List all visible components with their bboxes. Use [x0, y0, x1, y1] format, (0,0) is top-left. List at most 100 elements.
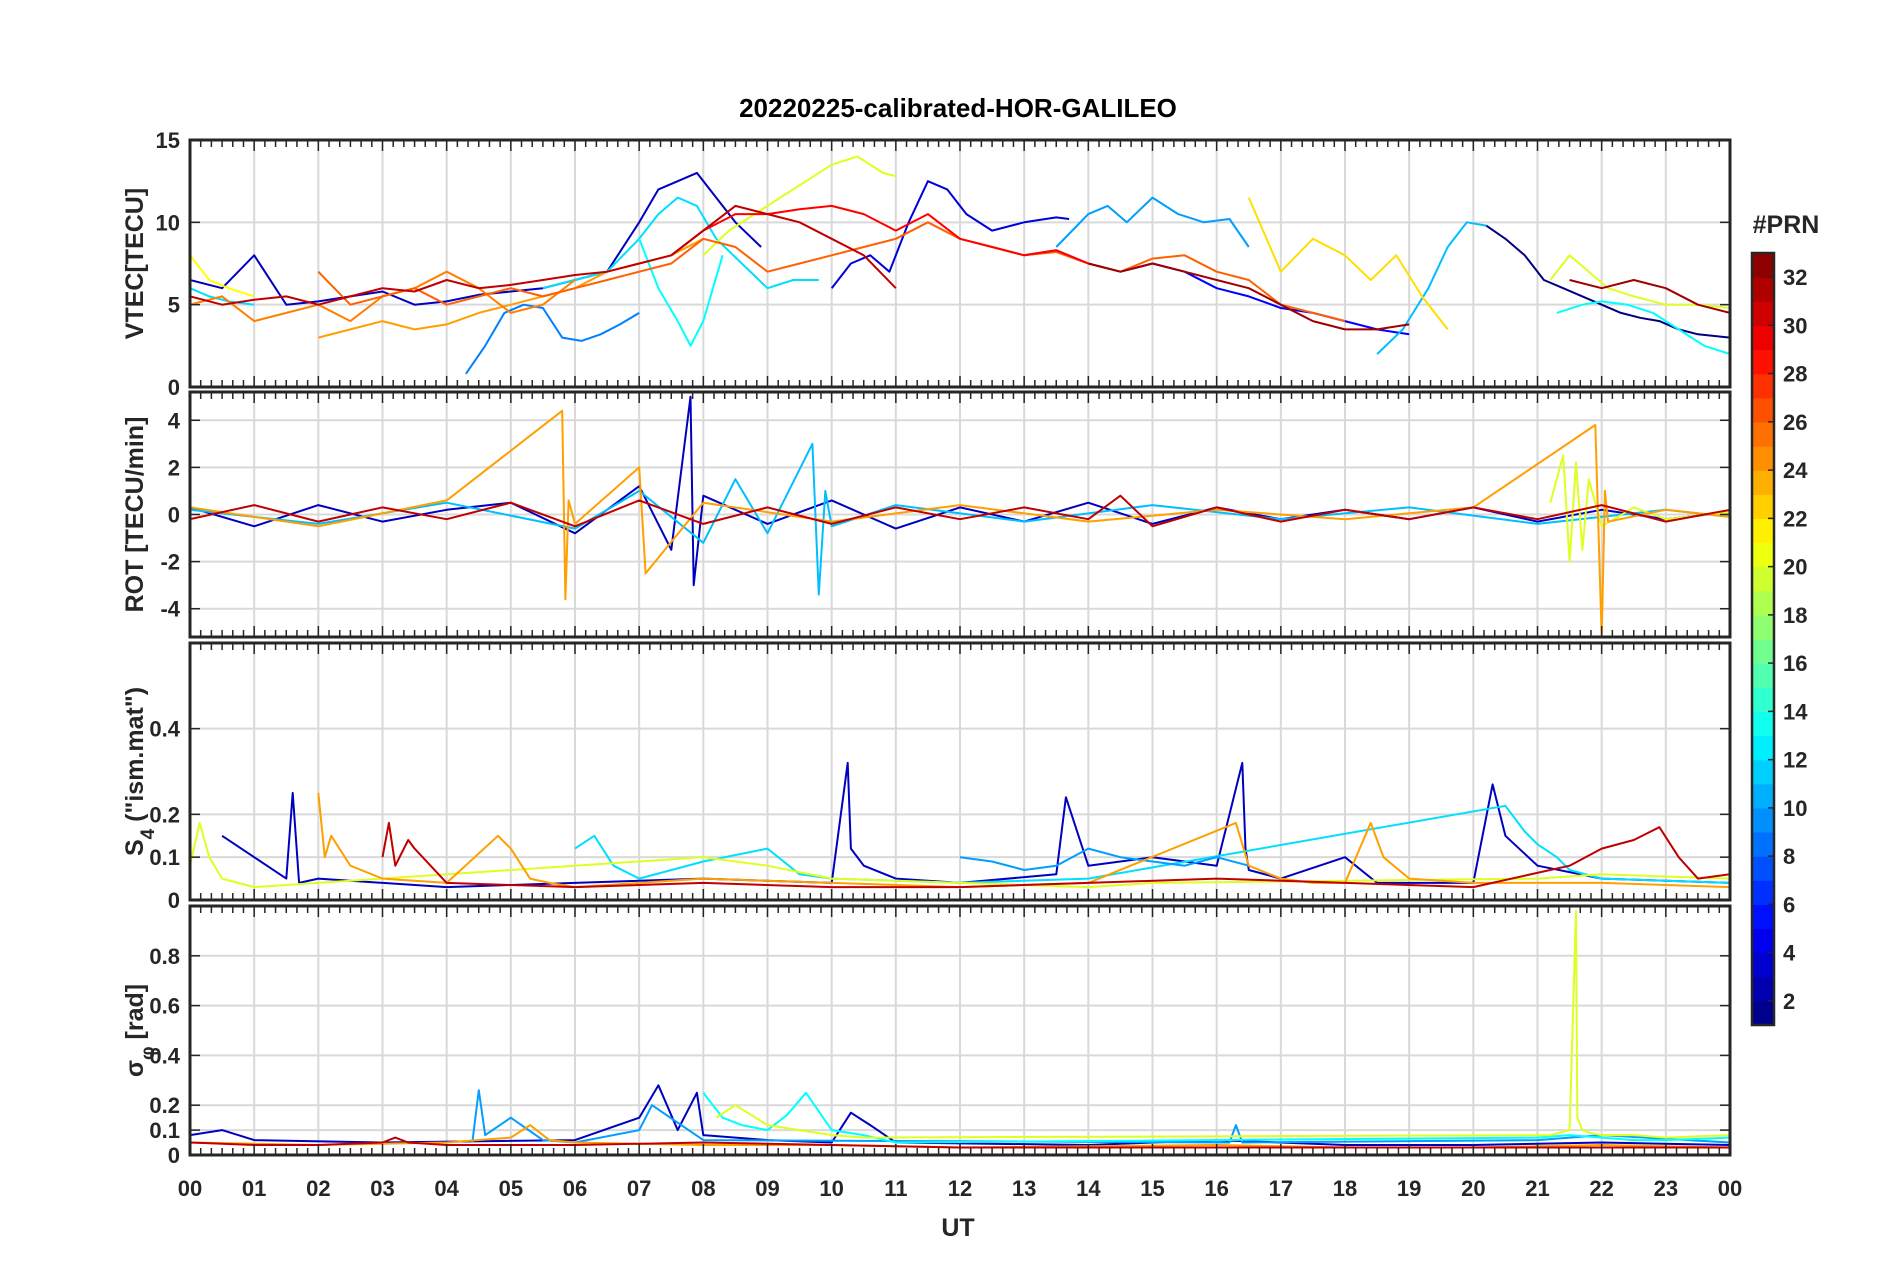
series-line-prn-10 [959, 847, 1250, 871]
colorbar-step [1752, 759, 1774, 785]
colorbar-tick-label: 30 [1783, 313, 1807, 338]
series-line-prn-4 [830, 180, 1070, 289]
colorbar-step [1752, 397, 1774, 423]
colorbar-frame [1750, 251, 1776, 1027]
series-line-prn-20 [190, 821, 1730, 889]
x-tick-label: 05 [499, 1176, 523, 1201]
colorbar-label: #PRN [1753, 211, 1820, 239]
colorbar-step [1752, 301, 1774, 326]
y-tick-label: 0.2 [149, 802, 180, 827]
panel-3: 0 0.1 0.2 0.4S4 ("ism.mat") [121, 641, 1732, 913]
panel-frame [188, 904, 1732, 1157]
colorbar-step [1752, 373, 1774, 399]
series-line-prn-32 [1569, 279, 1730, 314]
y-tick-label: 0.1 [149, 1118, 180, 1143]
colorbar-tick-label: 12 [1783, 748, 1807, 773]
x-tick-label: 07 [627, 1176, 651, 1201]
colorbar-step [1752, 614, 1774, 640]
series-line-prn-24 [317, 792, 1730, 889]
x-tick-label: 03 [370, 1176, 394, 1201]
y-tick-label: 0.4 [149, 717, 180, 742]
colorbar-step [1752, 639, 1774, 664]
x-tick-label: 17 [1269, 1176, 1293, 1201]
colorbar-tick-label: 22 [1783, 506, 1807, 531]
y-tick-label: 0 [168, 503, 180, 528]
colorbar-tick-label: 28 [1783, 362, 1807, 387]
y-tick-label: 0 [168, 888, 180, 913]
y-tick-label: 0.4 [149, 1043, 180, 1068]
x-tick-label: 00 [1718, 1176, 1742, 1201]
y-tick-label: -2 [160, 550, 180, 575]
y-axis-title-sub: 4 [138, 828, 159, 839]
x-axis-title: UT [941, 1214, 974, 1242]
colorbar-step [1752, 470, 1774, 495]
panel-1: 0 5 10 15 VTEC[TECU] [121, 128, 1732, 400]
panel-series [190, 155, 1730, 375]
x-tick-label: 18 [1333, 1176, 1357, 1201]
x-tick-label: 20 [1461, 1176, 1485, 1201]
colorbar-tick-label: 14 [1783, 699, 1808, 724]
colorbar-tick-label: 20 [1783, 555, 1807, 580]
y-axis-title-sub: φ [138, 1046, 159, 1060]
y-tick-label: 0.8 [149, 944, 180, 969]
colorbar-step [1752, 446, 1774, 471]
colorbar-tick-label: 18 [1783, 603, 1807, 628]
y-tick-label: 0.6 [149, 994, 180, 1019]
x-tick-label: 12 [948, 1176, 972, 1201]
series-line-prn-31 [190, 494, 1730, 528]
colorbar-step [1752, 566, 1774, 592]
panel-4: 00.10.2 0.4 0.6 0.8 σφ [rad] [121, 904, 1732, 1168]
series-line-prn-11 [1376, 221, 1487, 355]
x-tick-label: 10 [819, 1176, 843, 1201]
colorbar-step [1752, 952, 1774, 978]
series-line-prn-13 [638, 238, 724, 347]
colorbar-tick-label: 24 [1783, 458, 1808, 483]
series-line-prn-20 [702, 155, 897, 257]
series-line-prn-24 [190, 409, 1730, 637]
series-line-prn-26 [317, 221, 1346, 323]
y-axis-title: VTEC[TECU] [121, 188, 149, 339]
colorbar-step [1752, 542, 1774, 568]
y-tick-label: 0.1 [149, 845, 180, 870]
colorbar-step [1752, 663, 1774, 688]
series-line-prn-20 [715, 910, 1730, 1139]
colorbar-step [1752, 807, 1774, 833]
series-line-prn-10 [471, 1089, 1730, 1144]
series-line-prn-31 [381, 821, 1730, 889]
panel-series [190, 395, 1730, 637]
colorbar-step [1752, 253, 1774, 278]
colorbar-step [1752, 494, 1774, 519]
colorbar-step [1752, 1000, 1774, 1026]
y-axis-title-rest: [rad] [121, 984, 149, 1047]
series-line-prn-12 [190, 287, 255, 306]
colorbar-step [1752, 928, 1774, 954]
colorbar-tick-label: 16 [1783, 651, 1807, 676]
panel-grid [190, 906, 1730, 1155]
y-tick-label: 2 [168, 455, 180, 480]
colorbar-tick-label: 2 [1783, 989, 1795, 1014]
colorbar-step [1752, 421, 1774, 447]
x-tick-label: 00 [178, 1176, 202, 1201]
series-line-prn-3 [221, 761, 1730, 889]
panel-grid [190, 643, 1730, 900]
colorbar-step [1752, 976, 1774, 1002]
panel-series [190, 910, 1730, 1149]
colorbar-step [1752, 711, 1774, 737]
colorbar-step [1752, 856, 1774, 881]
panel-frame [188, 390, 1732, 639]
y-axis-title-main: S [121, 839, 149, 856]
colorbar-tick-label: 8 [1783, 844, 1795, 869]
y-tick-label: 4 [168, 408, 181, 433]
colorbar-tick-label: 32 [1783, 265, 1807, 290]
y-tick-label: 0 [168, 1143, 180, 1168]
colorbar-step [1752, 590, 1774, 616]
panel-2: -4 -2 0 2 4 ROT [TECU/min] [121, 390, 1732, 639]
series-line-prn-31 [190, 1136, 1730, 1149]
x-tick-label: 01 [242, 1176, 266, 1201]
y-axis-title: S4 ("ism.mat") [121, 687, 159, 856]
series-line-prn-3 [190, 171, 762, 306]
series-line-prn-31 [190, 204, 897, 306]
x-tick-label: 08 [691, 1176, 715, 1201]
panel-frame [188, 138, 1732, 389]
